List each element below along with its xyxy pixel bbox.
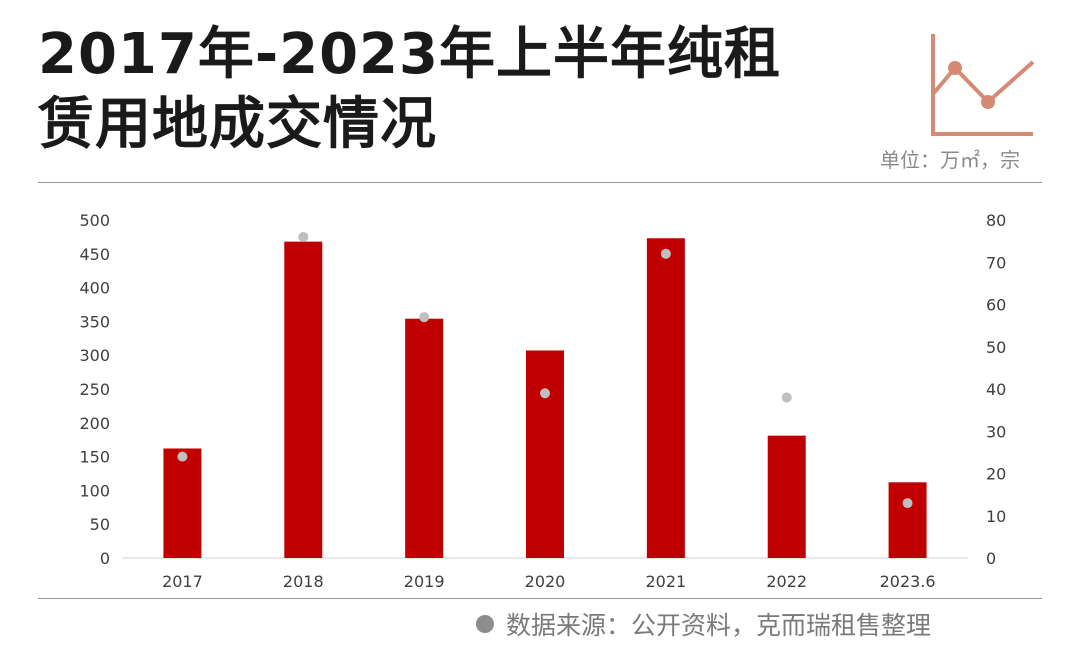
bar-2023.6 bbox=[889, 482, 927, 558]
dot-2020 bbox=[540, 388, 550, 398]
dot-2022 bbox=[782, 392, 792, 402]
left-tick-label: 200 bbox=[79, 414, 110, 433]
bar-2019 bbox=[405, 319, 443, 558]
dot-2018 bbox=[298, 232, 308, 242]
line-chart-icon bbox=[925, 30, 1037, 140]
left-tick-label: 100 bbox=[79, 481, 110, 500]
title-line-2: 赁用地成交情况 bbox=[38, 92, 437, 157]
dot-2023.6 bbox=[903, 498, 913, 508]
right-tick-label: 60 bbox=[986, 296, 1006, 315]
right-tick-label: 70 bbox=[986, 253, 1006, 272]
left-tick-label: 0 bbox=[100, 549, 110, 568]
x-tick-label: 2019 bbox=[404, 572, 445, 591]
x-axis-labels: 2017 2018 2019 2020 2021 2022 2023.6 bbox=[162, 572, 935, 591]
x-tick-label: 2023.6 bbox=[880, 572, 936, 591]
right-tick-label: 50 bbox=[986, 338, 1006, 357]
right-axis: 0 10 20 30 40 50 60 70 80 bbox=[986, 211, 1006, 568]
dot-2019 bbox=[419, 312, 429, 322]
right-tick-label: 10 bbox=[986, 507, 1006, 526]
dot-2021 bbox=[661, 249, 671, 259]
left-axis: 0 50 100 150 200 250 300 350 400 450 500 bbox=[79, 211, 110, 568]
left-tick-label: 350 bbox=[79, 312, 110, 331]
bar-2020 bbox=[526, 350, 564, 558]
page-title: 2017年-2023年上半年纯租 赁用地成交情况 bbox=[38, 20, 781, 160]
x-tick-label: 2017 bbox=[162, 572, 203, 591]
x-tick-label: 2018 bbox=[283, 572, 324, 591]
bottom-divider bbox=[38, 598, 1042, 599]
source-note: 数据来源：公开资料，克而瑞租售整理 bbox=[476, 606, 931, 642]
title-line-1: 2017年-2023年上半年纯租 bbox=[38, 22, 781, 87]
left-tick-label: 150 bbox=[79, 448, 110, 467]
bar-chart: 0 50 100 150 200 250 300 350 400 450 500 0 10 20 30 40… bbox=[0, 190, 1080, 595]
top-divider bbox=[38, 182, 1042, 183]
dot-icon bbox=[476, 615, 494, 633]
dot-2017 bbox=[177, 452, 187, 462]
left-tick-label: 250 bbox=[79, 380, 110, 399]
right-tick-label: 0 bbox=[986, 549, 996, 568]
x-tick-label: 2021 bbox=[645, 572, 686, 591]
left-tick-label: 500 bbox=[79, 211, 110, 230]
right-tick-label: 40 bbox=[986, 380, 1006, 399]
right-tick-label: 80 bbox=[986, 211, 1006, 230]
bar-2017 bbox=[163, 448, 201, 558]
x-tick-label: 2020 bbox=[525, 572, 566, 591]
left-tick-label: 400 bbox=[79, 279, 110, 298]
right-tick-label: 20 bbox=[986, 465, 1006, 484]
bar-2021 bbox=[647, 238, 685, 558]
unit-label: 单位：万㎡，宗 bbox=[880, 144, 1020, 173]
right-tick-label: 30 bbox=[986, 422, 1006, 441]
left-tick-label: 450 bbox=[79, 245, 110, 264]
left-tick-label: 300 bbox=[79, 346, 110, 365]
bar-2018 bbox=[284, 242, 322, 558]
x-tick-label: 2022 bbox=[766, 572, 807, 591]
source-text: 数据来源：公开资料，克而瑞租售整理 bbox=[506, 606, 931, 642]
bar-2022 bbox=[768, 436, 806, 558]
left-tick-label: 50 bbox=[90, 515, 110, 534]
